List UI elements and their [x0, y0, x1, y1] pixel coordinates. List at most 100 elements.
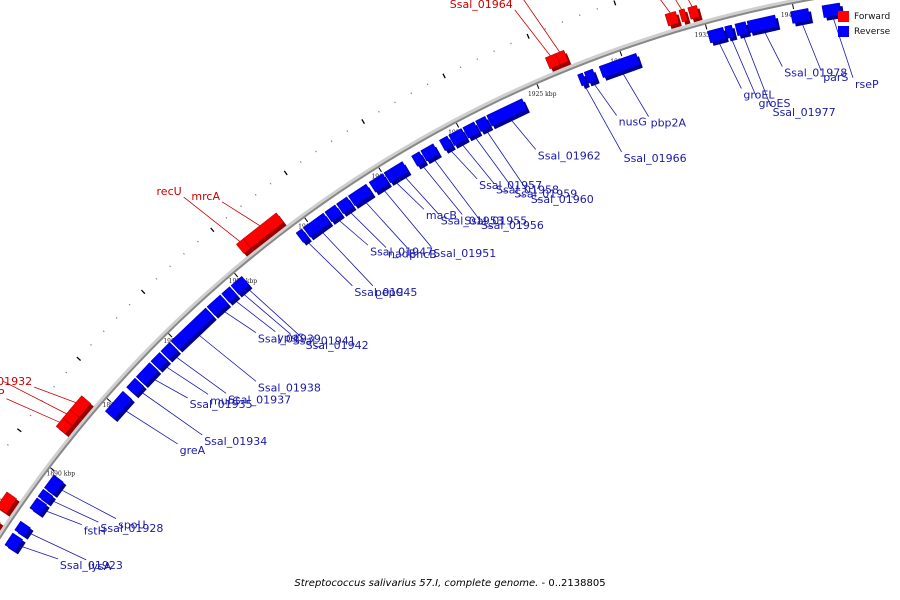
gene-label-Ssal_01928[interactable]: Ssal_01928 [100, 522, 163, 535]
label-leader-line [675, 0, 682, 10]
gene-feature-Ssal_01928[interactable] [37, 488, 54, 504]
gene-feature-Ssal_01973[interactable] [687, 5, 700, 20]
gene-feature-Ssal_01971[interactable] [678, 8, 688, 23]
gene-feature-Ssal_01951[interactable] [368, 173, 390, 193]
gene-feature-Ssal_01947[interactable] [324, 204, 343, 223]
gene-feature-glpR[interactable] [555, 49, 569, 66]
gene-feature-Ssal_01958[interactable] [448, 128, 468, 147]
gene-feature-Ssal_01937[interactable] [160, 341, 179, 360]
gene-label-nusG[interactable]: nusG [619, 116, 647, 129]
gene-label-Ssal_01977[interactable]: Ssal_01977 [773, 106, 836, 119]
gene-feature-Ssal_01945[interactable] [295, 228, 310, 243]
scale-tick [536, 84, 540, 90]
gene-feature-groES[interactable] [724, 24, 735, 39]
gene-label-yidC[interactable]: yidC [0, 369, 1, 382]
gene-label-Ssal_01935[interactable]: Ssal_01935 [190, 398, 253, 411]
gene-feature-Ssal_01957[interactable] [438, 135, 454, 152]
gene-label-spoU[interactable]: spoU [118, 519, 146, 532]
gene-feature-rluD[interactable] [664, 11, 680, 27]
gene-label-pepC[interactable]: pepC [375, 286, 404, 299]
gene-label-rseP[interactable]: rseP [855, 78, 879, 91]
gene-label-Ssal_01923[interactable]: Ssal_01923 [60, 559, 123, 572]
gene-label-Ssal_01932[interactable]: Ssal_01932 [0, 375, 32, 388]
gene-feature-rseP[interactable] [821, 2, 842, 18]
gene-feature-Ssal_01956[interactable] [420, 143, 440, 162]
gene-feature-Ssal_01960[interactable] [475, 115, 491, 133]
gene-feature-nadE[interactable] [336, 196, 354, 215]
gene-feature-Ssal_01942[interactable] [235, 275, 250, 291]
gene-label-Ssal_01957[interactable]: Ssal_01957 [479, 179, 542, 192]
gene-feature-Ssal_01977[interactable] [734, 21, 749, 37]
gene-feature-fstH[interactable] [29, 497, 48, 516]
gene-feature-pncB[interactable] [347, 183, 373, 207]
gene-feature-nusG[interactable] [583, 68, 598, 84]
outer-tick [155, 277, 158, 280]
gene-label-pncB[interactable]: pncB [409, 248, 437, 261]
gene-label-Ssal_01934[interactable]: Ssal_01934 [204, 435, 267, 448]
gene-feature-ypsC[interactable] [221, 286, 238, 304]
gene-feature-Ssal_01959[interactable] [462, 121, 480, 139]
gene-label-Ssal_01962[interactable]: Ssal_01962 [538, 150, 601, 163]
outer-tick [361, 119, 366, 125]
gene-label-parS[interactable]: parS [823, 71, 848, 84]
gene-feature-Ssal_01953[interactable] [391, 161, 409, 179]
gene-label-Ssal_01958[interactable]: Ssal_01958 [496, 184, 559, 197]
gene-label-groEL[interactable]: groEL [743, 89, 775, 102]
gene-label-mrcA[interactable]: mrcA [191, 190, 220, 203]
gene-label-Ssal_01947[interactable]: Ssal_01947 [370, 245, 433, 258]
gene-label-Ssal_01937[interactable]: Ssal_01937 [228, 393, 291, 406]
gene-feature-Ssal_01926[interactable] [0, 491, 18, 514]
gene-label-groES[interactable]: groES [759, 97, 791, 110]
gene-feature-Ssal_01935[interactable] [135, 362, 159, 386]
gene-label-greA[interactable]: greA [180, 444, 206, 457]
gene-label-murC[interactable]: murC [210, 394, 240, 407]
gene-label-Ssal_01964[interactable]: Ssal_01964 [450, 0, 513, 11]
gene-feature-Ssal_01934[interactable] [126, 377, 145, 396]
gene-label-Ssal_01966[interactable]: Ssal_01966 [624, 152, 687, 165]
gene-feature-Ssal_01955[interactable] [411, 151, 426, 167]
gene-feature-spoU[interactable] [43, 474, 64, 496]
gene-label-Ssal_01941[interactable]: Ssal_01941 [293, 334, 356, 347]
gene-label-Ssal_01978[interactable]: Ssal_01978 [784, 67, 847, 80]
gene-label-nadE[interactable]: nadE [388, 248, 416, 261]
gene-feature-greA[interactable] [104, 390, 133, 420]
gene-label-Ssal_01960[interactable]: Ssal_01960 [531, 193, 594, 206]
gene-label-Ssal_01959[interactable]: Ssal_01959 [514, 188, 577, 201]
gene-feature-Ssal_01962[interactable] [486, 98, 528, 127]
gene-label-Ssal_01951[interactable]: Ssal_01951 [433, 247, 496, 260]
label-leader-line [523, 0, 560, 53]
label-leader-line [2, 380, 67, 415]
gene-feature-Ssal_01978[interactable] [746, 14, 778, 34]
label-leader-line [763, 29, 783, 67]
gene-feature-Ssal_01932[interactable] [69, 395, 92, 418]
gene-feature-Ssal_01938[interactable] [170, 307, 215, 350]
gene-feature-Ssal_01966[interactable] [577, 72, 588, 87]
gene-label-macB[interactable]: macB [426, 209, 457, 222]
gene-label-lysA[interactable]: lysA [88, 560, 111, 573]
gene-feature-murC[interactable] [150, 352, 169, 370]
gene-feature-lysA[interactable] [14, 520, 31, 538]
gene-label-fstH[interactable]: fstH [84, 525, 106, 538]
gene-label-Ssal_01942[interactable]: Ssal_01942 [306, 339, 369, 352]
gene-feature-Ssal_01923[interactable] [4, 532, 24, 552]
outer-tick [394, 101, 396, 104]
gene-label-Ssal_01955[interactable]: Ssal_01955 [464, 215, 527, 228]
gene-feature-pbp2A[interactable] [598, 52, 641, 79]
gene-feature-groEL[interactable] [707, 26, 727, 44]
gene-label-Ssal_01956[interactable]: Ssal_01956 [481, 219, 544, 232]
gene-label-Ssal_01938[interactable]: Ssal_01938 [258, 381, 321, 394]
label-leader-line [43, 509, 82, 526]
gene-feature-mrcA[interactable] [242, 212, 284, 249]
gene-feature-parS[interactable] [790, 8, 811, 24]
gene-label-pbp2A[interactable]: pbp2A [651, 117, 687, 130]
gene-label-Ssal_01945[interactable]: Ssal_01945 [354, 286, 417, 299]
gene-feature-pepC[interactable] [302, 212, 331, 238]
gene-label-recU[interactable]: recU [157, 185, 182, 198]
scale-tick [455, 122, 460, 128]
label-leader-line [221, 309, 257, 333]
gene-feature-Ssal_01939[interactable] [206, 294, 229, 316]
gene-label-ypsC[interactable]: ypsC [277, 332, 304, 345]
gene-label-Ssal_01953[interactable]: Ssal_01953 [441, 214, 504, 227]
gene-label-acyP[interactable]: acyP [0, 387, 5, 400]
gene-label-Ssal_01939[interactable]: Ssal_01939 [258, 333, 321, 346]
